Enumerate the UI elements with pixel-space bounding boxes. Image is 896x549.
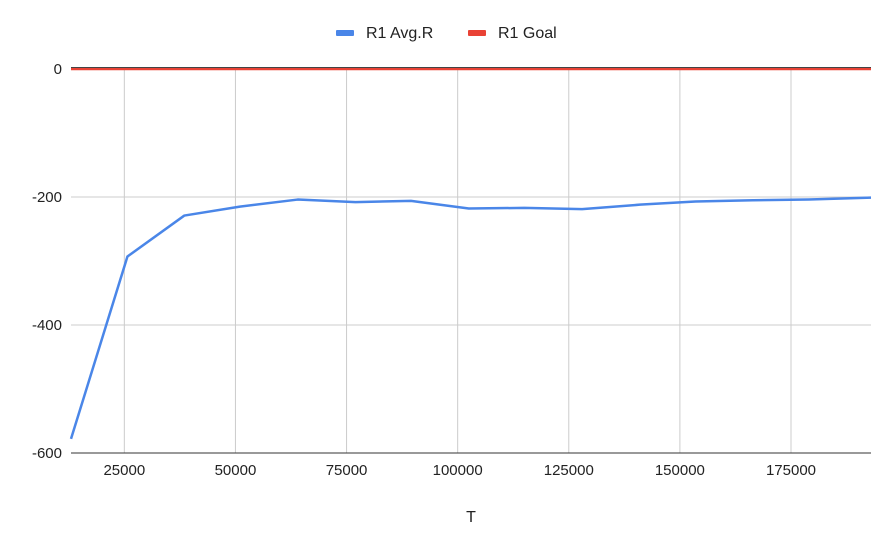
- series-line-r1-avg-r: [69, 196, 872, 440]
- y-tick-label: -400: [32, 317, 62, 334]
- x-tick-label: 125000: [544, 462, 594, 479]
- legend[interactable]: R1 Avg.R R1 Goal: [336, 25, 557, 42]
- y-tick-label: -600: [32, 445, 62, 462]
- x-axis-title: T: [466, 509, 476, 526]
- legend-item-r1-avg-r[interactable]: R1 Avg.R: [336, 25, 433, 42]
- x-tick-label: 175000: [766, 462, 816, 479]
- x-tick-label: 25000: [103, 462, 145, 479]
- x-tick-label: 75000: [326, 462, 368, 479]
- y-tick-label: 0: [54, 61, 62, 78]
- series-lines: [69, 67, 872, 440]
- legend-swatch: [468, 30, 486, 36]
- x-tick-label: 100000: [433, 462, 483, 479]
- legend-label: R1 Goal: [498, 25, 557, 42]
- x-tick-label: 150000: [655, 462, 705, 479]
- axes: 0 -200 -400 -600 25000 50000 75000 100000 125000…: [32, 61, 871, 479]
- legend-item-r1-goal[interactable]: R1 Goal: [468, 25, 557, 42]
- legend-label: R1 Avg.R: [366, 25, 433, 42]
- gridlines: [71, 69, 871, 454]
- x-tick-label: 50000: [215, 462, 257, 479]
- legend-swatch: [336, 30, 354, 36]
- y-tick-label: -200: [32, 189, 62, 206]
